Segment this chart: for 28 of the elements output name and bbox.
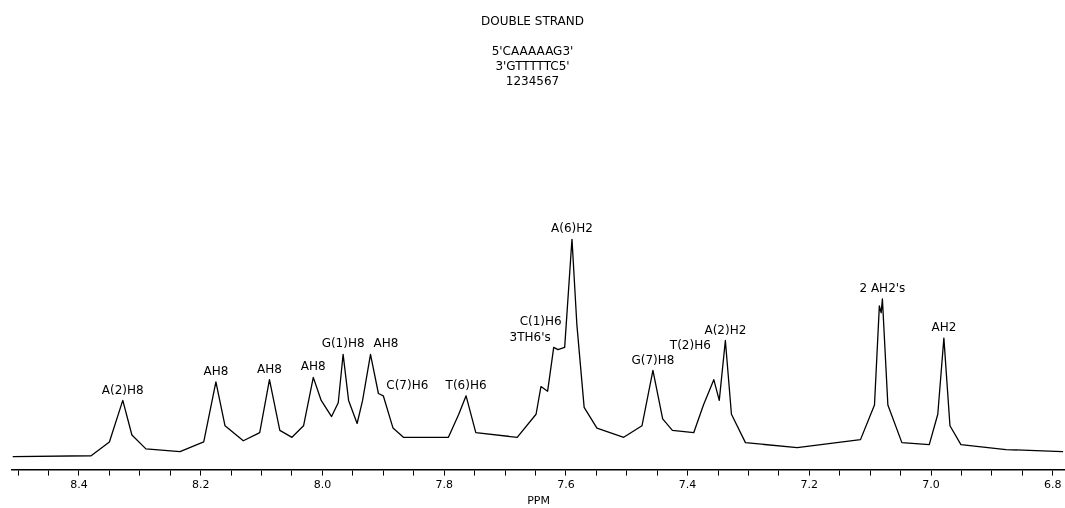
annotation: AH8 — [373, 336, 399, 351]
annotation: A(6)H2 — [551, 221, 593, 236]
annotation: AH8 — [257, 361, 282, 376]
x-tick-label: 8.2 — [191, 478, 210, 492]
x-tick-label: 7.0 — [922, 478, 940, 492]
annotation: C(1)H6 — [519, 313, 562, 328]
x-axis-title: PPM — [527, 494, 550, 508]
annotation: G(1)H8 — [321, 336, 365, 351]
chart-subtitle: 5'CAAAAAG3' 3'GTTTTTC5' 1234567 — [490, 44, 575, 89]
annotation: 3TH6's — [509, 329, 551, 344]
x-tick-label: 8.4 — [70, 478, 88, 492]
annotation: AH8 — [203, 364, 229, 379]
annotation: 2 AH2's — [859, 281, 906, 296]
x-tick-label: 7.8 — [435, 478, 453, 492]
chart-title: DOUBLE STRAND — [480, 14, 585, 28]
annotation: A(2)H8 — [101, 382, 144, 397]
annotation: AH8 — [300, 359, 326, 374]
annotation: T(2)H6 — [668, 337, 711, 352]
annotation: A(2)H2 — [704, 322, 747, 337]
annotation: AH2 — [931, 320, 957, 335]
x-tick-label: 7.4 — [678, 478, 697, 492]
x-tick-label: 7.6 — [557, 478, 575, 492]
x-tick-label: 8.0 — [313, 478, 332, 492]
annotation: C(7)H6 — [386, 377, 429, 392]
x-tick-label: 7.2 — [800, 478, 819, 492]
x-tick-label: 6.8 — [1044, 478, 1062, 492]
annotation: G(7)H8 — [631, 352, 675, 367]
annotation: T(6)H6 — [444, 377, 487, 392]
